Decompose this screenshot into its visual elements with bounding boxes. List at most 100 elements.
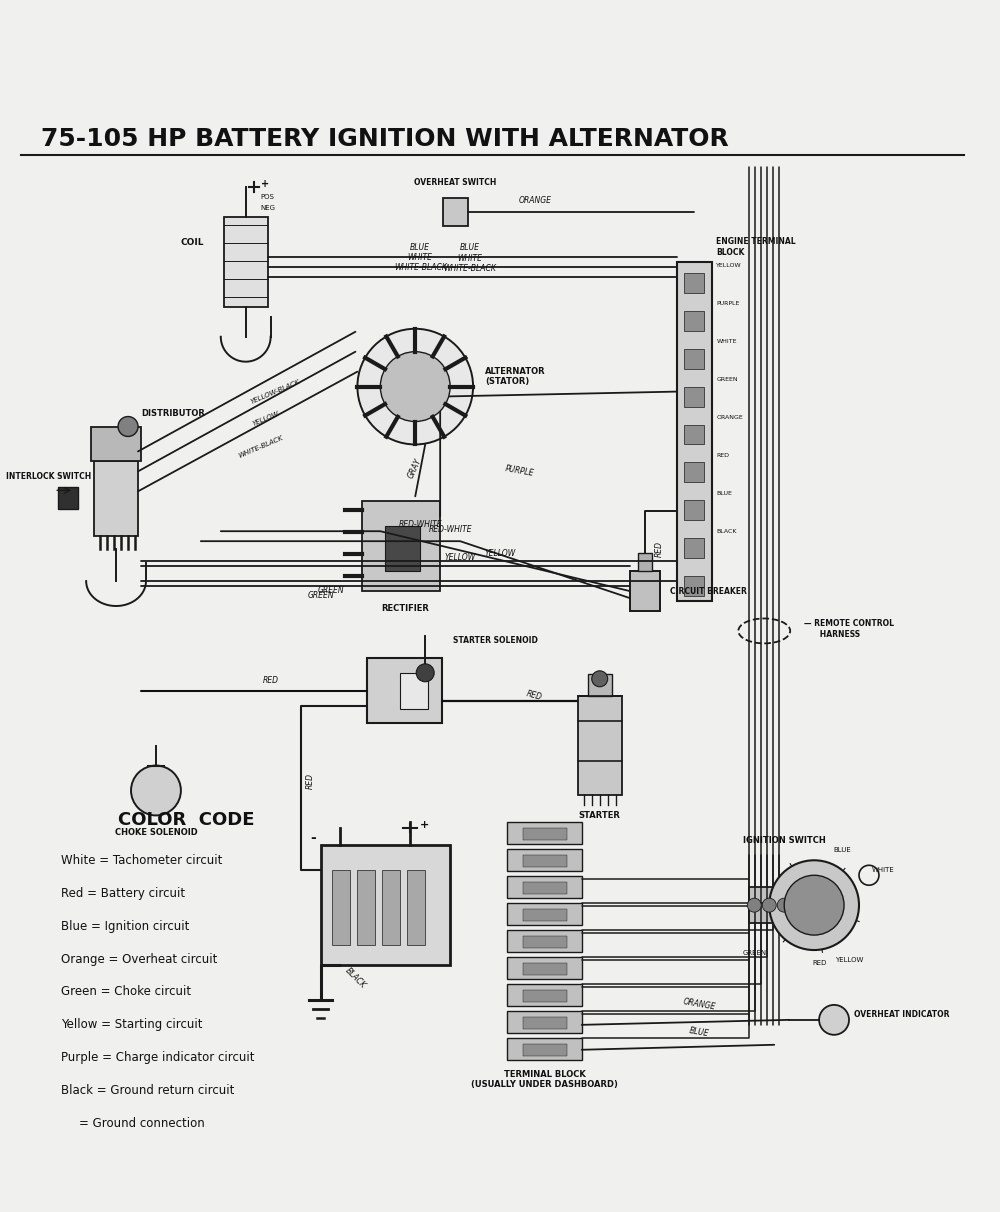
Text: INTERLOCK SWITCH: INTERLOCK SWITCH — [6, 471, 92, 481]
FancyBboxPatch shape — [523, 828, 567, 840]
Text: RECTIFIER: RECTIFIER — [381, 605, 429, 613]
FancyBboxPatch shape — [684, 538, 704, 559]
Text: BLUE: BLUE — [689, 1025, 710, 1037]
Text: S: S — [820, 916, 824, 921]
Text: GRAY: GRAY — [407, 457, 424, 480]
Text: RED-WHITE: RED-WHITE — [398, 520, 442, 528]
FancyBboxPatch shape — [523, 1017, 567, 1029]
Circle shape — [592, 670, 608, 687]
Text: POS: POS — [261, 194, 275, 200]
Text: GREEN: GREEN — [742, 950, 766, 956]
Text: STARTER SOLENOID: STARTER SOLENOID — [453, 636, 538, 646]
Text: COLOR  CODE: COLOR CODE — [118, 811, 254, 829]
Text: ORANGE: ORANGE — [682, 997, 716, 1012]
Text: WHITE: WHITE — [458, 255, 483, 263]
Text: STARTER: STARTER — [579, 811, 621, 819]
FancyBboxPatch shape — [684, 501, 704, 520]
FancyBboxPatch shape — [507, 957, 582, 979]
FancyBboxPatch shape — [523, 990, 567, 1002]
Text: BLUE: BLUE — [410, 244, 430, 252]
Text: I: I — [821, 891, 823, 896]
Text: IGNITION SWITCH: IGNITION SWITCH — [743, 836, 826, 845]
Text: ORANGE: ORANGE — [716, 415, 743, 421]
FancyBboxPatch shape — [507, 930, 582, 953]
Text: YELLOW: YELLOW — [251, 410, 280, 427]
FancyBboxPatch shape — [684, 576, 704, 596]
FancyBboxPatch shape — [684, 273, 704, 293]
Text: BLACK: BLACK — [716, 528, 737, 533]
FancyBboxPatch shape — [507, 984, 582, 1006]
Circle shape — [118, 417, 138, 436]
Text: — REMOTE CONTROL
      HARNESS: — REMOTE CONTROL HARNESS — [804, 619, 894, 639]
Text: Green = Choke circuit: Green = Choke circuit — [61, 985, 191, 999]
Text: Blue = Ignition circuit: Blue = Ignition circuit — [61, 920, 190, 932]
Text: RED: RED — [263, 676, 279, 685]
Text: NEG: NEG — [261, 205, 276, 211]
Text: YELLOW: YELLOW — [835, 957, 863, 964]
Text: -: - — [311, 831, 316, 845]
FancyBboxPatch shape — [507, 1037, 582, 1059]
Circle shape — [380, 351, 450, 422]
FancyBboxPatch shape — [588, 674, 612, 696]
Text: Yellow = Starting circuit: Yellow = Starting circuit — [61, 1018, 203, 1031]
FancyBboxPatch shape — [407, 870, 425, 945]
Text: CIRCUIT BREAKER: CIRCUIT BREAKER — [670, 587, 746, 595]
FancyBboxPatch shape — [630, 571, 660, 611]
Circle shape — [762, 898, 776, 913]
Text: B: B — [800, 904, 805, 910]
FancyBboxPatch shape — [507, 850, 582, 871]
Circle shape — [819, 1005, 849, 1035]
Text: = Ground connection: = Ground connection — [79, 1117, 205, 1130]
Text: M: M — [811, 904, 817, 910]
FancyBboxPatch shape — [320, 845, 450, 965]
Text: ENGINE TERMINAL
BLOCK: ENGINE TERMINAL BLOCK — [716, 238, 796, 257]
Text: WHITE-BLACK: WHITE-BLACK — [237, 434, 284, 458]
FancyBboxPatch shape — [507, 1011, 582, 1033]
FancyBboxPatch shape — [58, 487, 78, 509]
Text: OVERHEAT INDICATOR: OVERHEAT INDICATOR — [854, 1011, 950, 1019]
FancyBboxPatch shape — [523, 964, 567, 974]
FancyBboxPatch shape — [638, 553, 652, 571]
Text: 75-105 HP BATTERY IGNITION WITH ALTERNATOR: 75-105 HP BATTERY IGNITION WITH ALTERNAT… — [41, 127, 729, 152]
FancyBboxPatch shape — [684, 424, 704, 445]
Text: WHITE-BLACK: WHITE-BLACK — [394, 263, 447, 273]
FancyBboxPatch shape — [523, 1044, 567, 1056]
Text: M: M — [803, 891, 809, 896]
Text: CHOKE SOLENOID: CHOKE SOLENOID — [115, 828, 197, 836]
Text: White = Tachometer circuit: White = Tachometer circuit — [61, 853, 223, 867]
Circle shape — [416, 664, 434, 682]
FancyBboxPatch shape — [684, 463, 704, 482]
FancyBboxPatch shape — [523, 856, 567, 868]
Circle shape — [777, 898, 791, 913]
Text: RED: RED — [812, 960, 827, 966]
Text: RED-WHITE: RED-WHITE — [428, 525, 472, 533]
Text: BLUE: BLUE — [833, 847, 851, 853]
Circle shape — [747, 898, 761, 913]
Text: GREEN: GREEN — [317, 585, 344, 595]
FancyBboxPatch shape — [684, 387, 704, 406]
FancyBboxPatch shape — [684, 349, 704, 368]
Text: C: C — [804, 916, 808, 921]
FancyBboxPatch shape — [523, 909, 567, 921]
FancyBboxPatch shape — [382, 870, 400, 945]
FancyBboxPatch shape — [578, 696, 622, 795]
FancyBboxPatch shape — [400, 673, 428, 709]
Text: GREEN: GREEN — [716, 377, 738, 382]
FancyBboxPatch shape — [362, 502, 440, 591]
Text: PURPLE: PURPLE — [505, 464, 535, 479]
Text: TERMINAL BLOCK
(USUALLY UNDER DASHBOARD): TERMINAL BLOCK (USUALLY UNDER DASHBOARD) — [471, 1070, 618, 1090]
Circle shape — [131, 766, 181, 816]
Text: Purple = Charge indicator circuit: Purple = Charge indicator circuit — [61, 1051, 255, 1064]
FancyBboxPatch shape — [91, 427, 141, 462]
Text: WHITE: WHITE — [408, 253, 433, 263]
FancyBboxPatch shape — [385, 526, 420, 571]
FancyBboxPatch shape — [332, 870, 350, 945]
Text: BLUE: BLUE — [716, 491, 732, 496]
FancyBboxPatch shape — [94, 462, 138, 536]
Text: Red = Battery circuit: Red = Battery circuit — [61, 887, 185, 899]
Circle shape — [784, 875, 844, 936]
Text: YELLOW-BLACK: YELLOW-BLACK — [250, 378, 301, 405]
Text: ALTERNATOR
(STATOR): ALTERNATOR (STATOR) — [485, 367, 546, 387]
FancyBboxPatch shape — [357, 870, 375, 945]
Text: RED: RED — [716, 453, 729, 458]
